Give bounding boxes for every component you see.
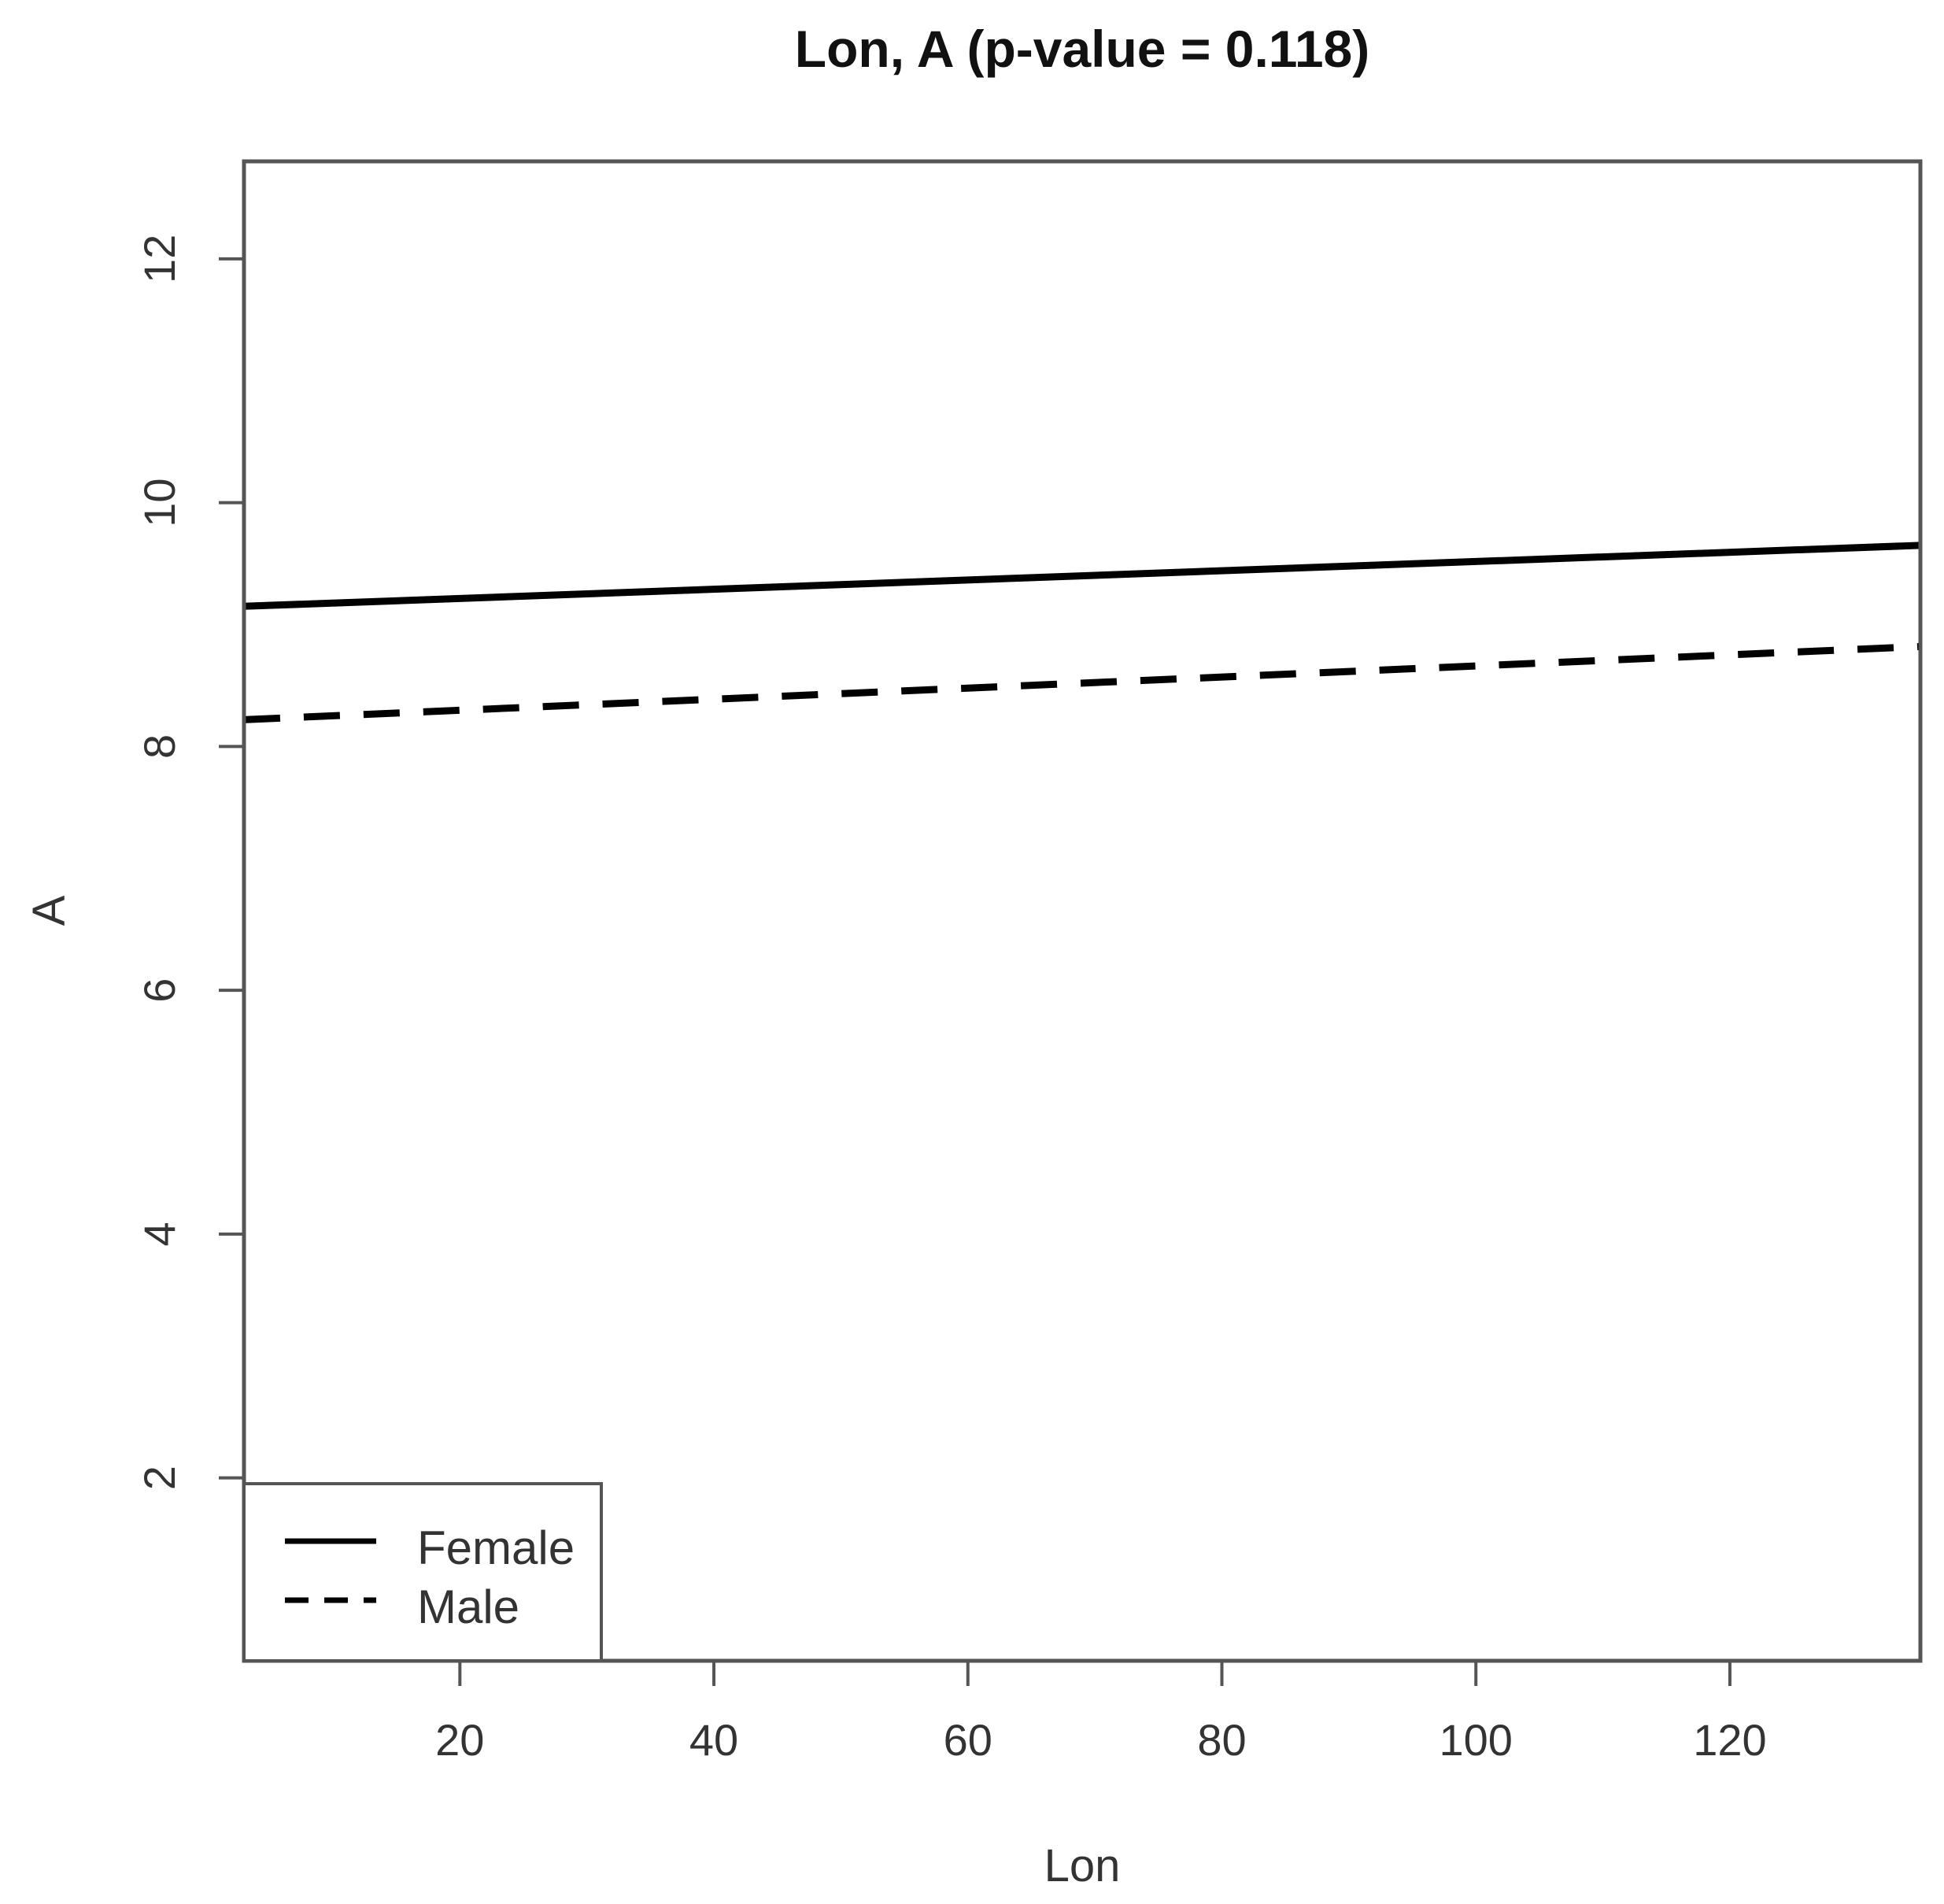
x-tick-label: 60 [944, 1715, 992, 1765]
x-tick-label: 120 [1693, 1715, 1766, 1765]
legend-box [242, 1482, 603, 1662]
x-axis-label: Lon [1044, 1840, 1121, 1891]
y-tick-label: 12 [135, 235, 184, 283]
x-tick-label: 20 [435, 1715, 484, 1765]
legend: Female Male [242, 1482, 603, 1662]
y-tick-label: 2 [135, 1466, 184, 1490]
x-tick-label: 40 [689, 1715, 738, 1765]
y-tick-label: 8 [135, 734, 184, 759]
y-tick-label: 4 [135, 1222, 184, 1246]
plot-frame [242, 159, 1923, 1663]
y-tick-label: 10 [135, 479, 184, 527]
plot-lines [243, 542, 1921, 723]
legend-label-male: Male [417, 1581, 519, 1633]
legend-label-female: Female [417, 1521, 575, 1574]
chart-title: Lon, A (p-value = 0.118) [795, 20, 1369, 78]
y-axis: 2 4 6 8 10 12 [135, 235, 244, 1490]
y-axis-label: A [24, 895, 75, 926]
x-axis: 20 40 60 80 100 120 [435, 1661, 1767, 1765]
y-tick-label: 6 [135, 978, 184, 1003]
series-line-female [243, 542, 1921, 610]
x-tick-label: 80 [1197, 1715, 1246, 1765]
series-line-male [243, 642, 1921, 723]
x-tick-label: 100 [1440, 1715, 1513, 1765]
